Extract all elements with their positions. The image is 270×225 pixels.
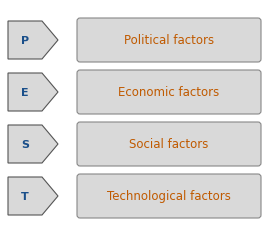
FancyBboxPatch shape [77, 71, 261, 115]
Text: Social factors: Social factors [129, 138, 209, 151]
Text: P: P [21, 36, 29, 46]
Text: S: S [21, 139, 29, 149]
FancyBboxPatch shape [77, 122, 261, 166]
Polygon shape [8, 22, 58, 60]
Text: Political factors: Political factors [124, 34, 214, 47]
FancyBboxPatch shape [77, 174, 261, 218]
Polygon shape [8, 126, 58, 163]
Text: Technological factors: Technological factors [107, 190, 231, 202]
Text: E: E [21, 88, 29, 98]
Polygon shape [8, 177, 58, 215]
Text: T: T [21, 191, 29, 201]
FancyBboxPatch shape [77, 19, 261, 63]
Text: Economic factors: Economic factors [118, 86, 220, 99]
Polygon shape [8, 74, 58, 112]
